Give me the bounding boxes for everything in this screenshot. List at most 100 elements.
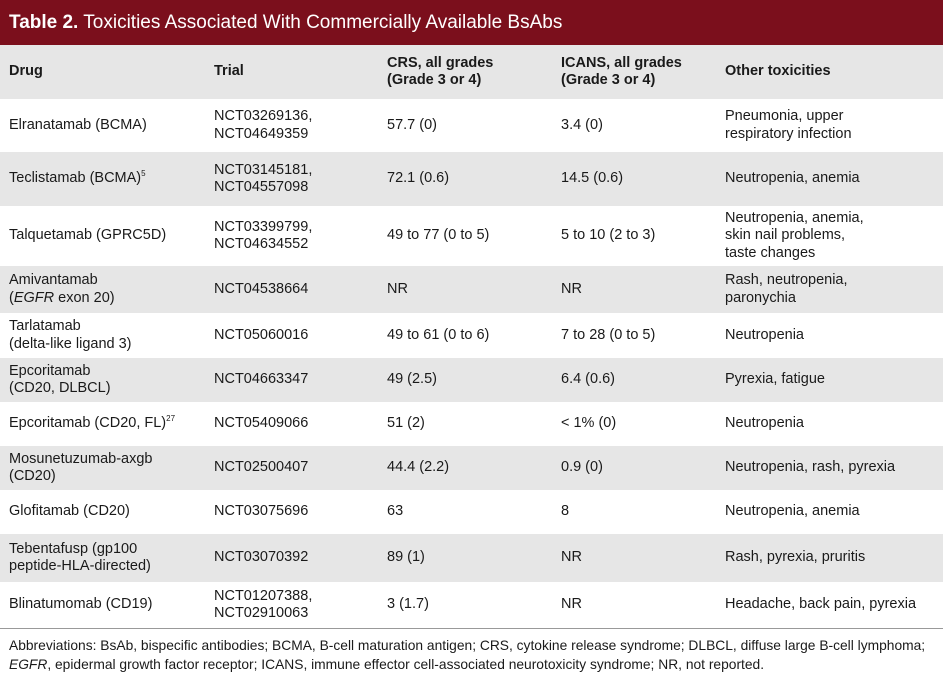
table-cell: Elranatamab (BCMA): [0, 99, 205, 152]
table-cell: 57.7 (0): [378, 99, 552, 152]
table-cell: < 1% (0): [552, 402, 716, 446]
cell-text: 5 to 10 (2 to 3): [561, 227, 656, 244]
cell-text: Mosunetuzumab-axgb: [9, 450, 153, 467]
table-row: Elranatamab (BCMA) NCT03269136, NCT0464935…: [0, 99, 943, 152]
cell-text: NCT04649359: [214, 125, 309, 142]
table-cell: Tebentafusp (gp100 peptide-HLA-directed): [0, 534, 205, 582]
table-title: Toxicities Associated With Commercially …: [83, 12, 563, 33]
text-segment: Abbreviations: BsAb, bispecific antibodi…: [9, 638, 926, 653]
cell-text: Pneumonia, upper: [725, 108, 844, 124]
cell-text: Epcoritamab: [9, 362, 91, 379]
table-row: Tarlatamab (delta-like ligand 3) NCT050600…: [0, 313, 943, 358]
text-segment: , epidermal growth factor receptor; ICAN…: [47, 657, 765, 672]
cell-text: 0.9 (0): [561, 459, 603, 476]
table-cell: 49 to 77 (0 to 5): [378, 206, 552, 266]
table-cell: NCT05409066: [205, 402, 378, 446]
footnote: Abbreviations: BsAb, bispecific antibodi…: [0, 628, 943, 684]
cell-text: NR: [561, 280, 582, 297]
table-cell: Amivantamab (EGFR exon 20): [0, 266, 205, 313]
table-cell: NCT03070392: [205, 534, 378, 582]
table-cell: 72.1 (0.6): [378, 152, 552, 206]
table-cell: NR: [552, 266, 716, 313]
table-row: Mosunetuzumab-axgb (CD20) NCT02500407 44.4 …: [0, 446, 943, 490]
cell-text: NCT01207388,: [214, 587, 313, 604]
cell-text: 63: [387, 503, 404, 520]
header-row: Drug Trial CRS, all grades (Grade 3 or 4) IC…: [0, 45, 943, 99]
cell-text: respiratory infection: [725, 125, 852, 142]
table-cell: Rash, pyrexia, pruritis: [716, 534, 943, 582]
table-cell: Glofitamab (CD20): [0, 490, 205, 534]
table-cell: 49 (2.5): [378, 358, 552, 402]
table-cell: Neutropenia, rash, pyrexia: [716, 446, 943, 490]
cell-text: Rash, pyrexia, pruritis: [725, 549, 866, 566]
cell-text: 3 (1.7): [387, 596, 429, 613]
table-cell: NCT03269136, NCT04649359: [205, 99, 378, 152]
cell-text: NCT02500407: [214, 459, 309, 476]
cell-text: Neutropenia, anemia: [725, 503, 860, 520]
table-cell: Pneumonia, upper respiratory infection: [716, 99, 943, 152]
header-cell: CRS, all grades (Grade 3 or 4): [378, 45, 552, 99]
cell-text: NCT03399799,: [214, 218, 313, 235]
table-cell: Neutropenia, anemia: [716, 490, 943, 534]
cell-text: 72.1 (0.6): [387, 170, 450, 187]
table-cell: 8: [552, 490, 716, 534]
table-row: Epcoritamab (CD20, FL)27 NCT05409066 51 (2…: [0, 402, 943, 446]
table-cell: NR: [378, 266, 552, 313]
table-cell: 51 (2): [378, 402, 552, 446]
table-cell: Rash, neutropenia, paronychia: [716, 266, 943, 313]
table-row: Tebentafusp (gp100 peptide-HLA-directed) N…: [0, 534, 943, 582]
cell-text: 89 (1): [387, 549, 425, 566]
cell-text: 51 (2): [387, 415, 425, 432]
table-cell: NCT03399799, NCT04634552: [205, 206, 378, 266]
table-cell: Mosunetuzumab-axgb (CD20): [0, 446, 205, 490]
table-cell: 5 to 10 (2 to 3): [552, 206, 716, 266]
cell-text: 44.4 (2.2): [387, 459, 450, 476]
cell-text: Talquetamab (GPRC5D): [9, 227, 167, 244]
cell-text: (delta-like ligand 3): [9, 335, 132, 352]
table-cell: Neutropenia: [716, 313, 943, 358]
table-row: Talquetamab (GPRC5D) NCT03399799, NCT04634…: [0, 206, 943, 266]
table-cell: 3 (1.7): [378, 582, 552, 628]
table-cell: Epcoritamab (CD20, FL)27: [0, 402, 205, 446]
cell-text: Pyrexia, fatigue: [725, 371, 825, 388]
cell-text: NCT04538664: [214, 280, 309, 297]
cell-text: Trial: [214, 63, 244, 80]
table-cell: NCT03145181, NCT04557098: [205, 152, 378, 206]
table-cell: Pyrexia, fatigue: [716, 358, 943, 402]
table-cell: 0.9 (0): [552, 446, 716, 490]
text-segment: (: [9, 289, 14, 306]
cell-text: Neutropenia, anemia: [725, 170, 860, 187]
cell-text: Elranatamab (BCMA): [9, 116, 147, 133]
table-cell: NCT02500407: [205, 446, 378, 490]
cell-text: NCT02910063: [214, 605, 309, 621]
cell-text: CRS, all grades: [387, 54, 494, 71]
cell-text: NCT03269136,: [214, 108, 313, 124]
text-segment: exon 20): [54, 289, 115, 306]
header-cell: Trial: [205, 45, 378, 99]
cell-text: NCT03145181,: [214, 161, 313, 178]
table-label: Table 2.: [9, 12, 79, 33]
cell-text: NCT04634552: [214, 236, 309, 252]
cell-text: taste changes: [725, 244, 816, 261]
text-segment: Epcoritamab (CD20, FL): [9, 415, 167, 432]
cell-text: Neutropenia, anemia,: [725, 209, 864, 226]
table-cell: NR: [552, 582, 716, 628]
cell-text: Headache, back pain, pyrexia: [725, 596, 917, 613]
cell-text: 14.5 (0.6): [561, 170, 624, 187]
cell-text: (CD20, DLBCL): [9, 380, 111, 396]
cell-text: Drug: [9, 63, 43, 80]
table-cell: NCT01207388, NCT02910063: [205, 582, 378, 628]
table-cell: 3.4 (0): [552, 99, 716, 152]
cell-text: peptide-HLA-directed): [9, 558, 151, 574]
table-cell: Blinatumomab (CD19): [0, 582, 205, 628]
text-segment: Teclistamab (BCMA): [9, 170, 142, 187]
cell-text: Tarlatamab: [9, 318, 81, 334]
table-cell: 63: [378, 490, 552, 534]
cell-text: Rash, neutropenia,: [725, 272, 848, 288]
table-cell: Tarlatamab (delta-like ligand 3): [0, 313, 205, 358]
table-row: Teclistamab (BCMA)5 NCT03145181, NCT045570…: [0, 152, 943, 206]
text-segment: EGFR: [13, 289, 55, 306]
cell-text: Glofitamab (CD20): [9, 503, 130, 520]
cell-text: Neutropenia: [725, 326, 804, 343]
table-cell: 7 to 28 (0 to 5): [552, 313, 716, 358]
